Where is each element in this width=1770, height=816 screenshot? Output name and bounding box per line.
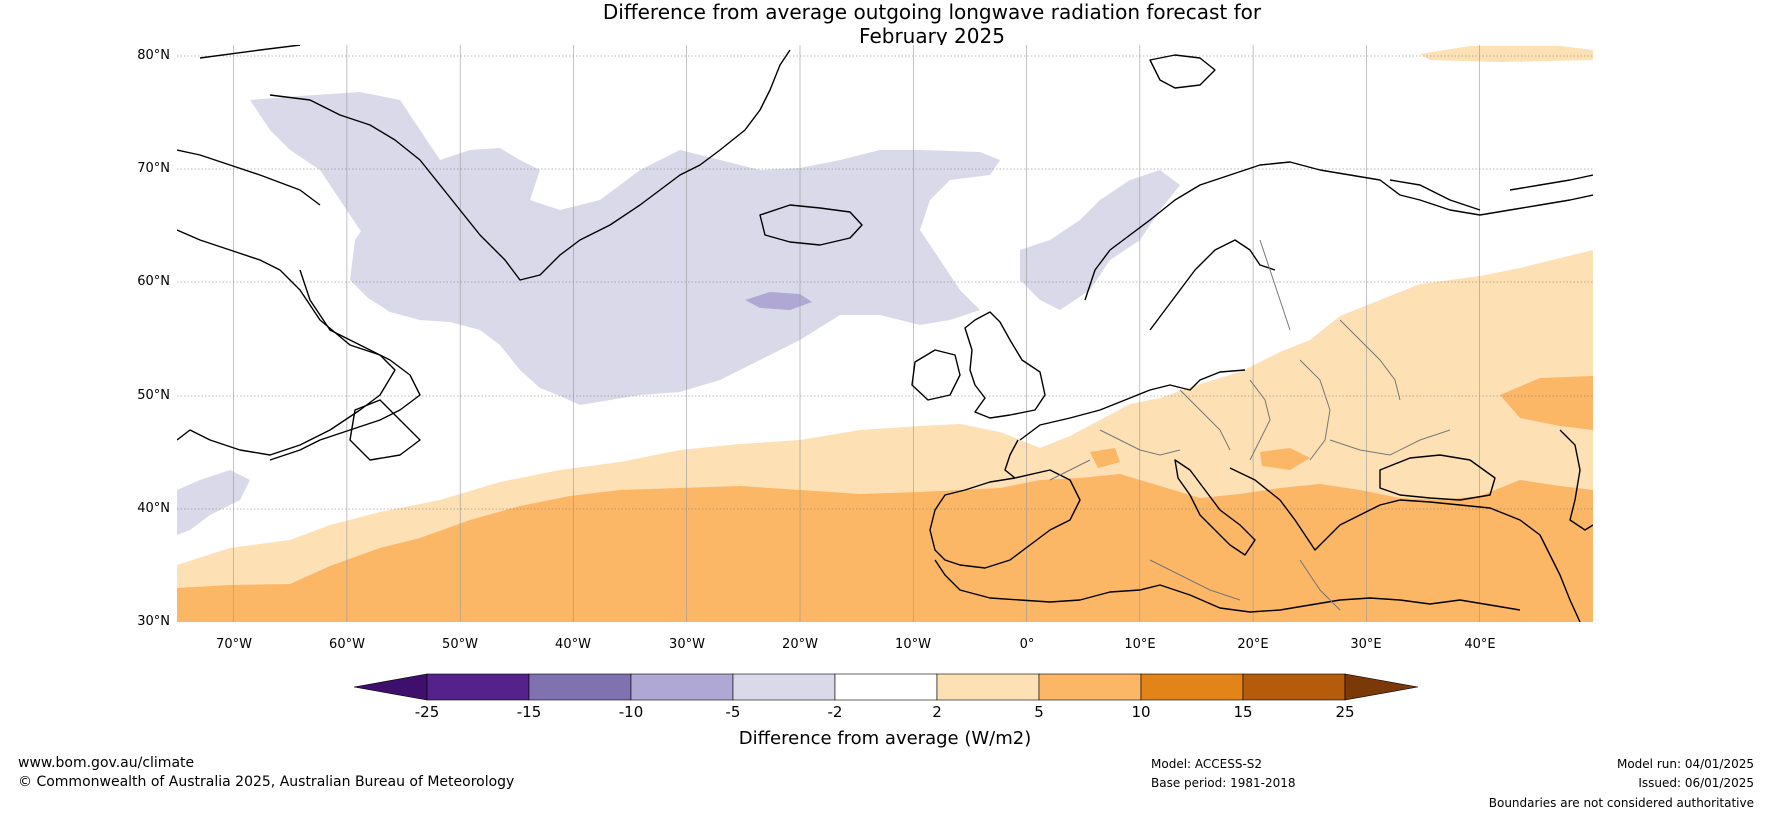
canada-coast-2 <box>269 269 421 461</box>
scandinavia-coast <box>1084 161 1593 301</box>
country-borders <box>1049 239 1451 611</box>
base-period-text: Base period: 1981-2018 <box>1151 776 1296 790</box>
anomaly-area-light-purple-sw <box>177 470 250 535</box>
colorbar-segment-5 <box>834 673 938 701</box>
colorbar-tick-2: 2 <box>932 703 942 721</box>
title-line-2: February 2025 <box>859 24 1005 48</box>
lon-label-10e: 10°E <box>1124 637 1156 652</box>
anomaly-patch-italy <box>1090 448 1120 468</box>
model-run-text: Model run: 04/01/2025 <box>1616 757 1754 771</box>
copyright-text: © Commonwealth of Australia 2025, Austra… <box>18 774 515 790</box>
anomaly-area-light-purple-greenland <box>250 92 440 250</box>
iberia-coast <box>929 469 1081 569</box>
lon-label-30e: 30°E <box>1350 637 1382 652</box>
disclaimer-text: Boundaries are not considered authoritat… <box>1488 796 1754 810</box>
colorbar-segment-3 <box>630 673 734 701</box>
ireland-coast <box>911 349 961 401</box>
colorbar-extend-high <box>1344 673 1419 701</box>
colorbar-tick-25: 25 <box>1335 703 1355 721</box>
north-africa-coast <box>934 559 1521 613</box>
arctic-coast-east <box>1389 174 1593 211</box>
colorbar-segment-8 <box>1140 673 1244 701</box>
lat-label-30: 30°N <box>137 614 170 629</box>
coastlines <box>177 45 1593 622</box>
turkey-coast <box>1399 499 1581 622</box>
canada-coast <box>177 149 396 456</box>
grid-lines <box>177 55 1593 510</box>
lon-label-40e: 40°E <box>1464 637 1496 652</box>
lon-label-30w: 30°W <box>669 637 705 652</box>
sweden-coast <box>1149 239 1276 331</box>
europe-coast <box>1004 369 1246 479</box>
model-text: Model: ACCESS-S2 <box>1151 757 1263 771</box>
italy-coast <box>1174 459 1256 556</box>
lat-label-40: 40°N <box>137 501 170 516</box>
colorbar-tick-10: 10 <box>1131 703 1151 721</box>
lon-label-50w: 50°W <box>442 637 478 652</box>
colorbar-tick--2: -2 <box>827 703 843 721</box>
lon-label-20w: 20°W <box>782 637 818 652</box>
lon-label-10w: 10°W <box>895 637 931 652</box>
issued-text: Issued: 06/01/2025 <box>1638 776 1754 790</box>
black-sea-coast <box>1379 454 1496 501</box>
lat-label-70: 70°N <box>137 161 170 176</box>
lon-label-40w: 40°W <box>555 637 591 652</box>
britain-coast <box>964 311 1046 419</box>
svalbard-coast <box>1149 54 1216 89</box>
lat-label-60: 60°N <box>137 274 170 289</box>
greenland-coast <box>199 45 791 281</box>
colorbar-segment-6 <box>936 673 1040 701</box>
anomaly-patch-arctic <box>1420 46 1593 62</box>
colorbar-segment-7 <box>1038 673 1142 701</box>
map-title: Difference from average outgoing longwav… <box>0 0 1770 48</box>
colorbar <box>353 673 1419 701</box>
colorbar-tick-15: 15 <box>1233 703 1253 721</box>
colorbar-segment-1 <box>426 673 530 701</box>
lon-label-60w: 60°W <box>329 637 365 652</box>
lon-label-20e: 20°E <box>1237 637 1269 652</box>
website-link[interactable]: www.bom.gov.au/climate <box>18 755 195 771</box>
lat-label-80: 80°N <box>137 48 170 63</box>
colorbar-tick--5: -5 <box>725 703 741 721</box>
lon-label-0: 0° <box>1019 637 1035 652</box>
newfoundland-coast <box>349 399 421 461</box>
title-line-1: Difference from average outgoing longwav… <box>602 0 1262 24</box>
colorbar-segment-4 <box>732 673 836 701</box>
balkans-coast <box>1229 467 1401 551</box>
anomaly-patch-east <box>1500 376 1593 430</box>
colorbar-tick--25: -25 <box>414 703 440 721</box>
colorbar-tick--10: -10 <box>618 703 644 721</box>
caspian-coast <box>1559 429 1593 531</box>
iceland-coast <box>759 204 863 246</box>
anomaly-patch-balkans <box>1260 448 1310 470</box>
colorbar-segment-9 <box>1242 673 1346 701</box>
anomaly-patch-purple-mid <box>745 292 812 310</box>
colorbar-tick-5: 5 <box>1034 703 1044 721</box>
colorbar-extend-low <box>353 673 428 701</box>
colorbar-title: Difference from average (W/m2) <box>738 728 1032 749</box>
anomaly-area-light-purple-atlantic <box>350 148 1000 405</box>
anomaly-area-orange <box>177 474 1593 622</box>
colorbar-segment-2 <box>528 673 632 701</box>
lon-label-70w: 70°W <box>216 637 252 652</box>
colorbar-tick--15: -15 <box>516 703 542 721</box>
meridian-lines <box>233 45 1480 622</box>
lat-label-50: 50°N <box>137 388 170 403</box>
